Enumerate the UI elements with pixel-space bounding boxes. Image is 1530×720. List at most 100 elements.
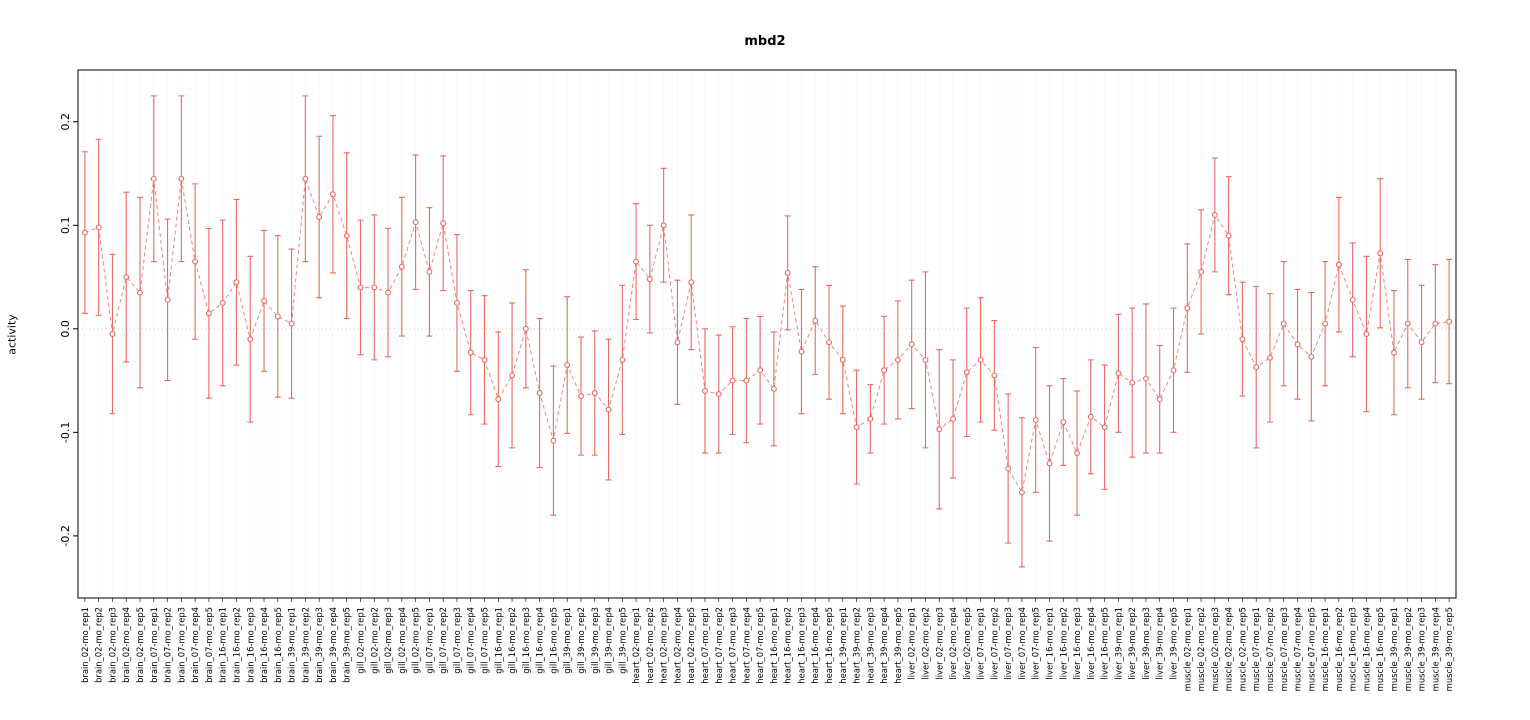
data-point: [81, 229, 88, 236]
x-tick-label: muscle_07-mo_rep1: [1251, 607, 1261, 691]
data-point: [1211, 211, 1218, 218]
data-point: [371, 284, 378, 291]
y-tick-label: 0.0: [59, 320, 72, 338]
x-tick-label: muscle_39-mo_rep2: [1403, 607, 1413, 691]
data-point: [440, 220, 447, 227]
x-tick-label: gill_16-mo_rep1: [493, 607, 503, 674]
x-tick-label: gill_39-mo_rep3: [590, 607, 600, 674]
data-point: [123, 274, 130, 281]
data-point: [274, 313, 281, 320]
x-tick-label: liver_39-mo_rep4: [1155, 607, 1165, 680]
data-point: [1074, 450, 1081, 457]
x-tick-label: brain_39-mo_rep2: [300, 607, 310, 683]
x-tick-label: heart_07-mo_rep4: [741, 607, 751, 684]
x-tick-label: muscle_02-mo_rep5: [1237, 607, 1247, 691]
data-point: [784, 269, 791, 276]
data-point: [619, 356, 626, 363]
data-point: [1115, 370, 1122, 377]
x-tick-label: heart_16-mo_rep5: [824, 607, 834, 684]
x-tick-label: gill_07-mo_rep1: [424, 607, 434, 674]
x-tick-label: muscle_07-mo_rep4: [1293, 607, 1303, 691]
x-tick-label: gill_07-mo_rep4: [466, 607, 476, 674]
data-point: [660, 222, 667, 229]
x-tick-label: brain_39-mo_rep4: [328, 607, 338, 683]
data-point: [853, 424, 860, 431]
data-point: [109, 331, 116, 337]
data-point: [398, 263, 405, 270]
data-point: [757, 367, 764, 374]
x-tick-label: heart_39-mo_rep4: [879, 607, 889, 684]
x-tick-label: heart_02-mo_rep5: [686, 607, 696, 684]
data-point: [536, 390, 543, 396]
data-point: [839, 356, 846, 363]
x-tick-label: muscle_07-mo_rep2: [1265, 607, 1275, 691]
data-point: [1018, 489, 1025, 496]
x-tick-label: gill_16-mo_rep3: [521, 607, 531, 674]
data-point: [1377, 250, 1384, 257]
x-tick-label: gill_02-mo_rep3: [383, 607, 393, 674]
data-point: [205, 310, 212, 317]
data-point: [578, 393, 584, 400]
x-tick-label: brain_07-mo_rep4: [190, 607, 200, 683]
x-tick-label: muscle_39-mo_rep1: [1389, 607, 1399, 691]
data-point: [715, 391, 722, 397]
data-point: [467, 349, 474, 356]
x-tick-label: liver_02-mo_rep3: [934, 607, 944, 680]
x-tick-label: gill_07-mo_rep5: [480, 607, 490, 674]
x-tick-label: gill_07-mo_rep3: [452, 607, 462, 674]
data-point: [1129, 379, 1136, 386]
data-point: [412, 219, 419, 226]
data-point: [1280, 320, 1287, 327]
x-tick-label: muscle_16-mo_rep4: [1361, 607, 1371, 691]
data-point: [991, 372, 998, 379]
x-tick-label: gill_02-mo_rep2: [369, 607, 379, 674]
data-point: [977, 356, 984, 363]
x-tick-label: brain_39-mo_rep5: [342, 607, 352, 683]
x-tick-label: heart_39-mo_rep2: [852, 607, 862, 684]
data-point: [1363, 331, 1370, 337]
x-tick-label: heart_02-mo_rep3: [659, 607, 669, 684]
x-tick-label: heart_02-mo_rep4: [672, 607, 682, 684]
y-tick-label: 0.1: [59, 217, 72, 235]
x-tick-label: liver_02-mo_rep5: [962, 607, 972, 680]
data-point: [95, 224, 102, 231]
data-point: [564, 362, 571, 369]
x-tick-label: heart_39-mo_rep3: [865, 607, 875, 684]
data-point: [261, 297, 267, 304]
x-tick-label: liver_16-mo_rep1: [1044, 607, 1054, 680]
data-point: [522, 325, 529, 332]
data-point: [1308, 353, 1315, 360]
x-tick-label: muscle_02-mo_rep2: [1196, 607, 1206, 691]
data-point: [1404, 320, 1411, 327]
x-tick-label: heart_16-mo_rep4: [810, 607, 820, 684]
data-point: [812, 317, 819, 324]
x-tick-label: heart_02-mo_rep2: [645, 607, 655, 684]
data-point: [922, 356, 929, 363]
x-tick-label: brain_07-mo_rep1: [149, 607, 159, 683]
x-tick-label: liver_07-mo_rep5: [1031, 607, 1041, 680]
data-point: [633, 258, 640, 265]
data-point: [1184, 305, 1191, 312]
data-point: [1322, 320, 1329, 327]
x-tick-label: brain_16-mo_rep3: [245, 607, 255, 683]
data-point: [1349, 296, 1356, 303]
data-point: [550, 437, 557, 444]
x-tick-label: muscle_16-mo_rep1: [1320, 607, 1330, 691]
x-tick-label: muscle_16-mo_rep2: [1334, 607, 1344, 691]
x-tick-label: liver_07-mo_rep1: [976, 607, 986, 680]
data-point: [137, 289, 143, 296]
x-tick-label: brain_07-mo_rep3: [176, 607, 186, 683]
data-point: [1005, 465, 1012, 472]
x-tick-label: liver_02-mo_rep4: [948, 607, 958, 680]
x-tick-label: heart_07-mo_rep5: [755, 607, 765, 684]
data-point: [1198, 268, 1205, 275]
data-point: [1060, 419, 1067, 425]
x-tick-label: liver_07-mo_rep4: [1017, 607, 1027, 680]
x-tick-label: brain_39-mo_rep1: [287, 607, 297, 683]
data-point: [357, 284, 364, 291]
data-point: [646, 276, 653, 283]
x-tick-label: brain_02-mo_rep1: [80, 607, 90, 683]
x-tick-label: liver_16-mo_rep5: [1100, 607, 1110, 680]
data-point: [1170, 367, 1177, 374]
data-point: [178, 175, 185, 182]
